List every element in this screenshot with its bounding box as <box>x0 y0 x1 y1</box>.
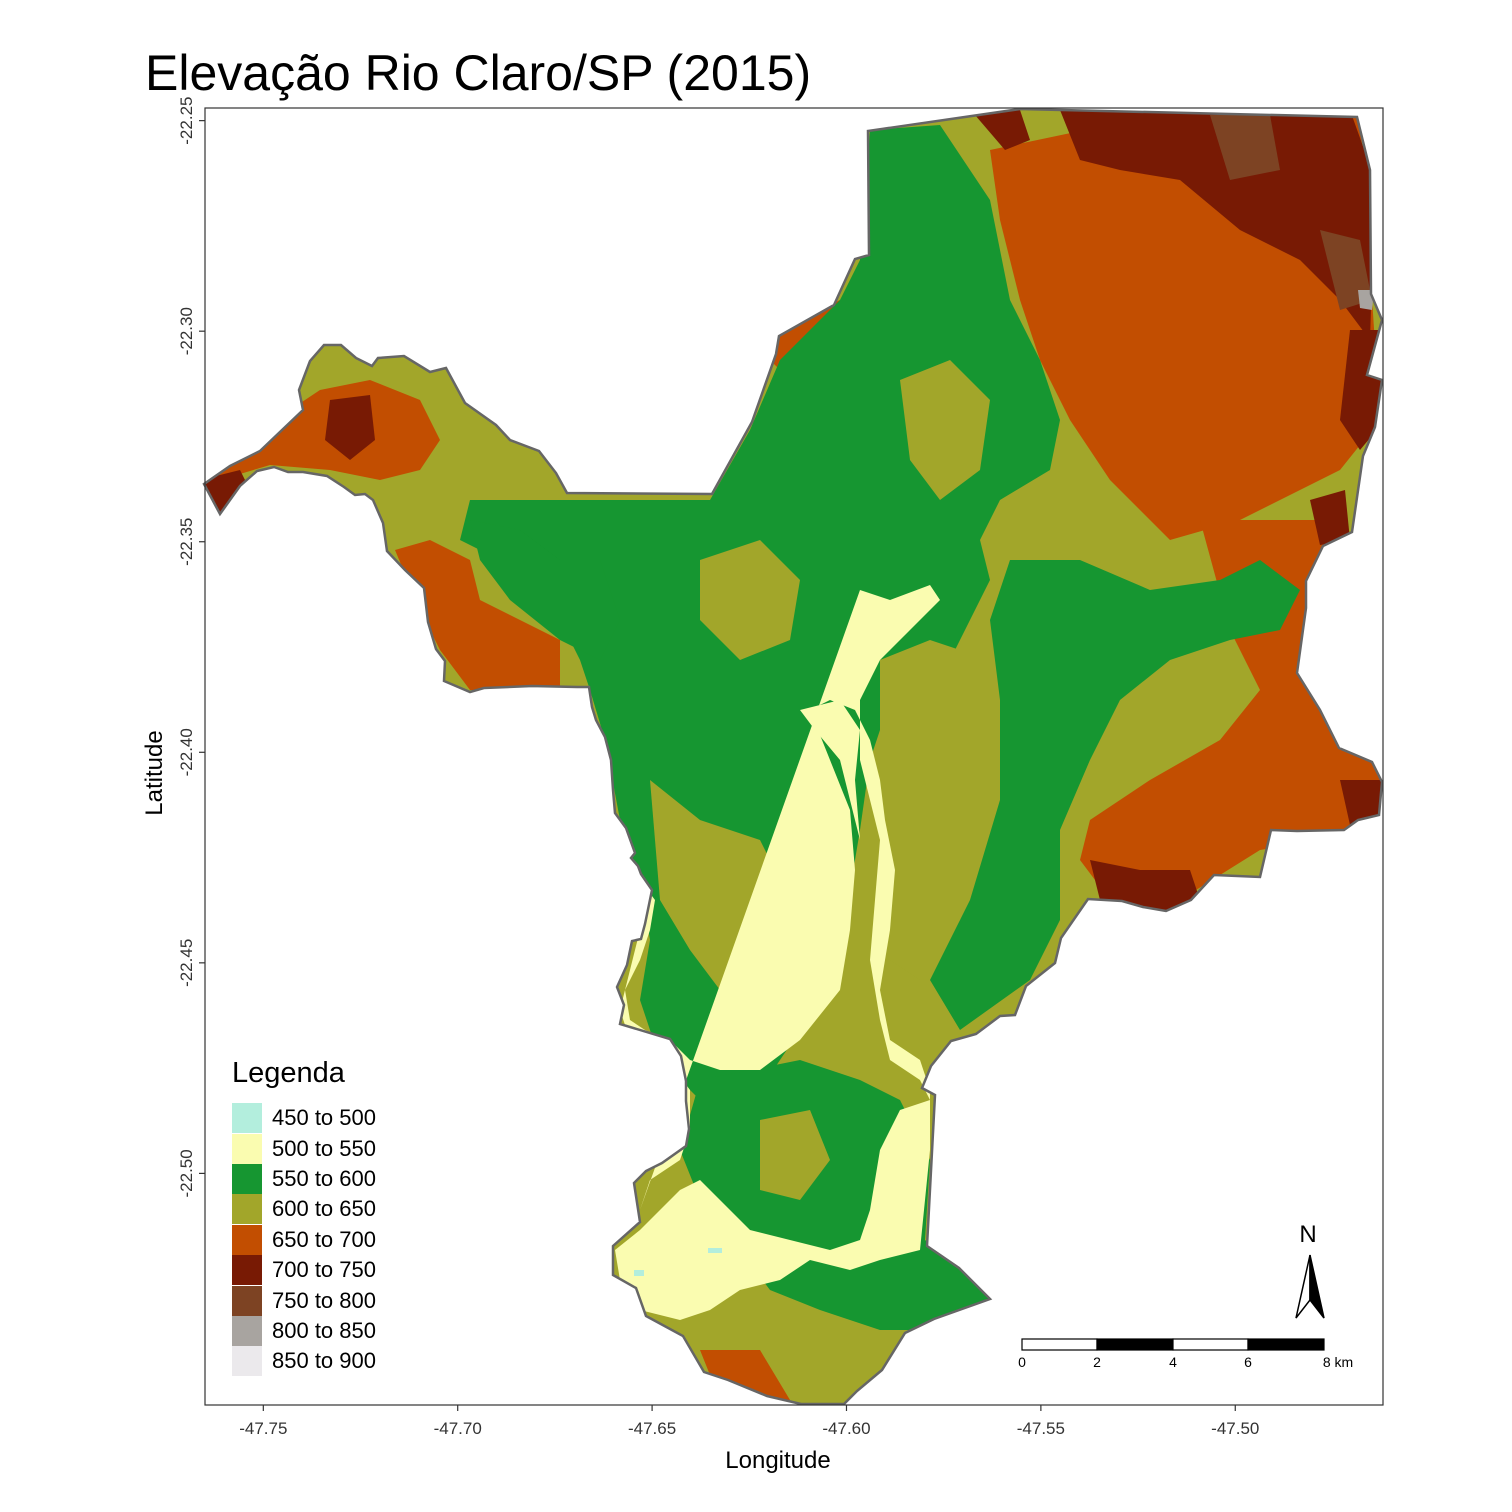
legend-item: 450 to 500 <box>232 1103 376 1134</box>
legend: Legenda 450 to 500 500 to 550 550 to 600 60… <box>232 1055 376 1377</box>
legend-swatch <box>232 1163 262 1194</box>
legend-label: 650 to 700 <box>272 1226 376 1252</box>
legend-label: 600 to 650 <box>272 1196 376 1222</box>
y-axis-title: Latitude <box>141 730 168 815</box>
legend-swatch <box>232 1315 262 1346</box>
legend-swatch <box>232 1346 262 1377</box>
x-axis: -47.75 -47.70 -47.65 -47.60 -47.55 -47.50 <box>239 1405 1259 1438</box>
legend-item: 800 to 850 <box>232 1315 376 1346</box>
map-title: Elevação Rio Claro/SP (2015) <box>145 45 812 101</box>
x-tick-label: -47.50 <box>1211 1419 1259 1438</box>
legend-item: 850 to 900 <box>232 1346 376 1377</box>
legend-label: 450 to 500 <box>272 1105 376 1131</box>
x-tick-label: -47.70 <box>434 1419 482 1438</box>
x-axis-title: Longitude <box>725 1447 830 1474</box>
scale-bar: 0 2 4 6 8 km <box>1018 1338 1353 1370</box>
legend-swatch <box>232 1285 262 1316</box>
scale-label-8km: 8 km <box>1323 1354 1353 1370</box>
y-tick-label: -22.45 <box>177 939 196 987</box>
legend-item: 650 to 700 <box>232 1224 376 1255</box>
y-tick-label: -22.35 <box>177 518 196 566</box>
legend-swatch <box>232 1224 262 1255</box>
x-tick-label: -47.75 <box>239 1419 287 1438</box>
legend-label: 700 to 750 <box>272 1257 376 1283</box>
legend-swatch <box>232 1133 262 1164</box>
legend-swatch <box>232 1255 262 1286</box>
legend-label: 750 to 800 <box>272 1287 376 1313</box>
legend-swatch <box>232 1194 262 1225</box>
legend-item: 600 to 650 <box>232 1194 376 1225</box>
legend-label: 550 to 600 <box>272 1165 376 1191</box>
panel-border <box>204 107 1384 1406</box>
legend-item: 500 to 550 <box>232 1133 376 1164</box>
x-tick-label: -47.65 <box>628 1419 676 1438</box>
scale-label-2: 2 <box>1093 1354 1101 1370</box>
legend-label: 850 to 900 <box>272 1348 376 1374</box>
x-tick-label: -47.55 <box>1017 1419 1065 1438</box>
legend-items: 450 to 500 500 to 550 550 to 600 600 to 650… <box>232 1103 376 1377</box>
legend-label: 500 to 550 <box>272 1135 376 1161</box>
north-arrow-label: N <box>1299 1221 1316 1248</box>
north-arrow: N <box>1295 1221 1325 1319</box>
legend-item: 750 to 800 <box>232 1285 376 1316</box>
legend-swatch <box>232 1103 262 1134</box>
y-tick-label: -22.50 <box>177 1149 196 1197</box>
scale-label-0: 0 <box>1018 1354 1026 1370</box>
legend-title: Legenda <box>232 1057 345 1089</box>
scale-label-6: 6 <box>1244 1354 1252 1370</box>
legend-label: 800 to 850 <box>272 1317 376 1343</box>
legend-item: 700 to 750 <box>232 1255 376 1286</box>
scale-label-4: 4 <box>1169 1354 1177 1370</box>
y-axis: -22.25 -22.30 -22.35 -22.40 -22.45 -22.50 <box>177 97 205 1197</box>
x-tick-label: -47.60 <box>822 1419 870 1438</box>
y-tick-label: -22.40 <box>177 728 196 776</box>
legend-item: 550 to 600 <box>232 1163 376 1194</box>
y-tick-label: -22.25 <box>177 97 196 145</box>
y-tick-label: -22.30 <box>177 307 196 355</box>
